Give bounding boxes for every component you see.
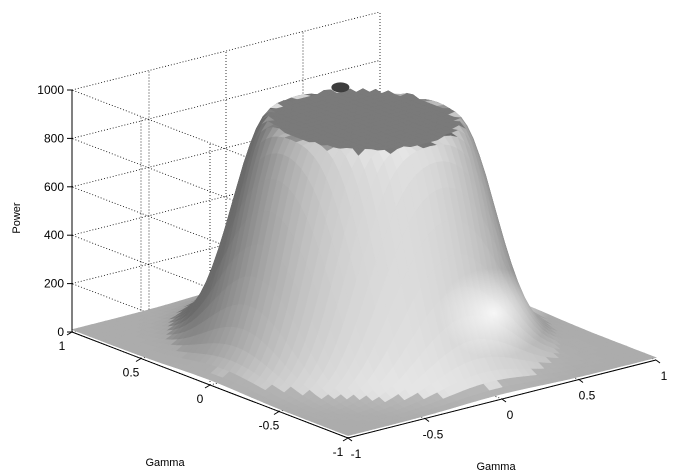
z-tick-label: 1000 [37, 83, 64, 97]
y-axis-label: Gamma [476, 461, 516, 473]
axis-labels: Power Gamma Gamma [11, 202, 516, 473]
z-tick-label: 400 [44, 228, 64, 242]
z-tick-label: 800 [44, 131, 64, 145]
plateau-dimple [331, 82, 350, 93]
y-tick-label: -0.5 [259, 419, 280, 433]
y-tick [342, 437, 349, 442]
y-tick-label: -1 [333, 445, 344, 459]
x-tick [655, 359, 661, 364]
specular-highlight [438, 268, 549, 359]
gridline [71, 11, 381, 91]
y-tick [135, 358, 142, 362]
x-tick-label: -1 [351, 447, 362, 461]
z-tick-label: 0 [57, 325, 64, 339]
x-axis-label: Gamma [145, 457, 185, 469]
z-tick-label: 200 [44, 277, 64, 291]
gridline [71, 60, 381, 139]
gridline [71, 89, 349, 197]
gridline [71, 186, 349, 294]
surface [71, 82, 657, 436]
x-tick-label: -0.5 [423, 428, 444, 442]
y-tick-label: 0.5 [123, 366, 140, 380]
x-tick-label: 0 [507, 408, 514, 422]
x-tick [424, 418, 430, 422]
gridline [71, 138, 349, 245]
y-tick [273, 411, 280, 415]
z-axis-label: Power [11, 202, 23, 234]
x-tick-label: 0.5 [579, 389, 596, 403]
y-tick [204, 384, 211, 389]
x-tick-label: 1 [661, 369, 668, 383]
y-tick-label: 0 [197, 392, 204, 406]
axes: 0 200 400 600 800 1000 -1 -0.5 0 0.5 1 -1 -0.5 0 0.5 1 [37, 83, 667, 461]
z-tick-label: 600 [44, 180, 64, 194]
x-tick [501, 398, 507, 403]
y-tick [66, 331, 73, 336]
y-tick-label: 1 [59, 339, 66, 353]
x-tick [347, 437, 353, 442]
x-tick [578, 379, 584, 383]
surface-patch [341, 431, 356, 436]
